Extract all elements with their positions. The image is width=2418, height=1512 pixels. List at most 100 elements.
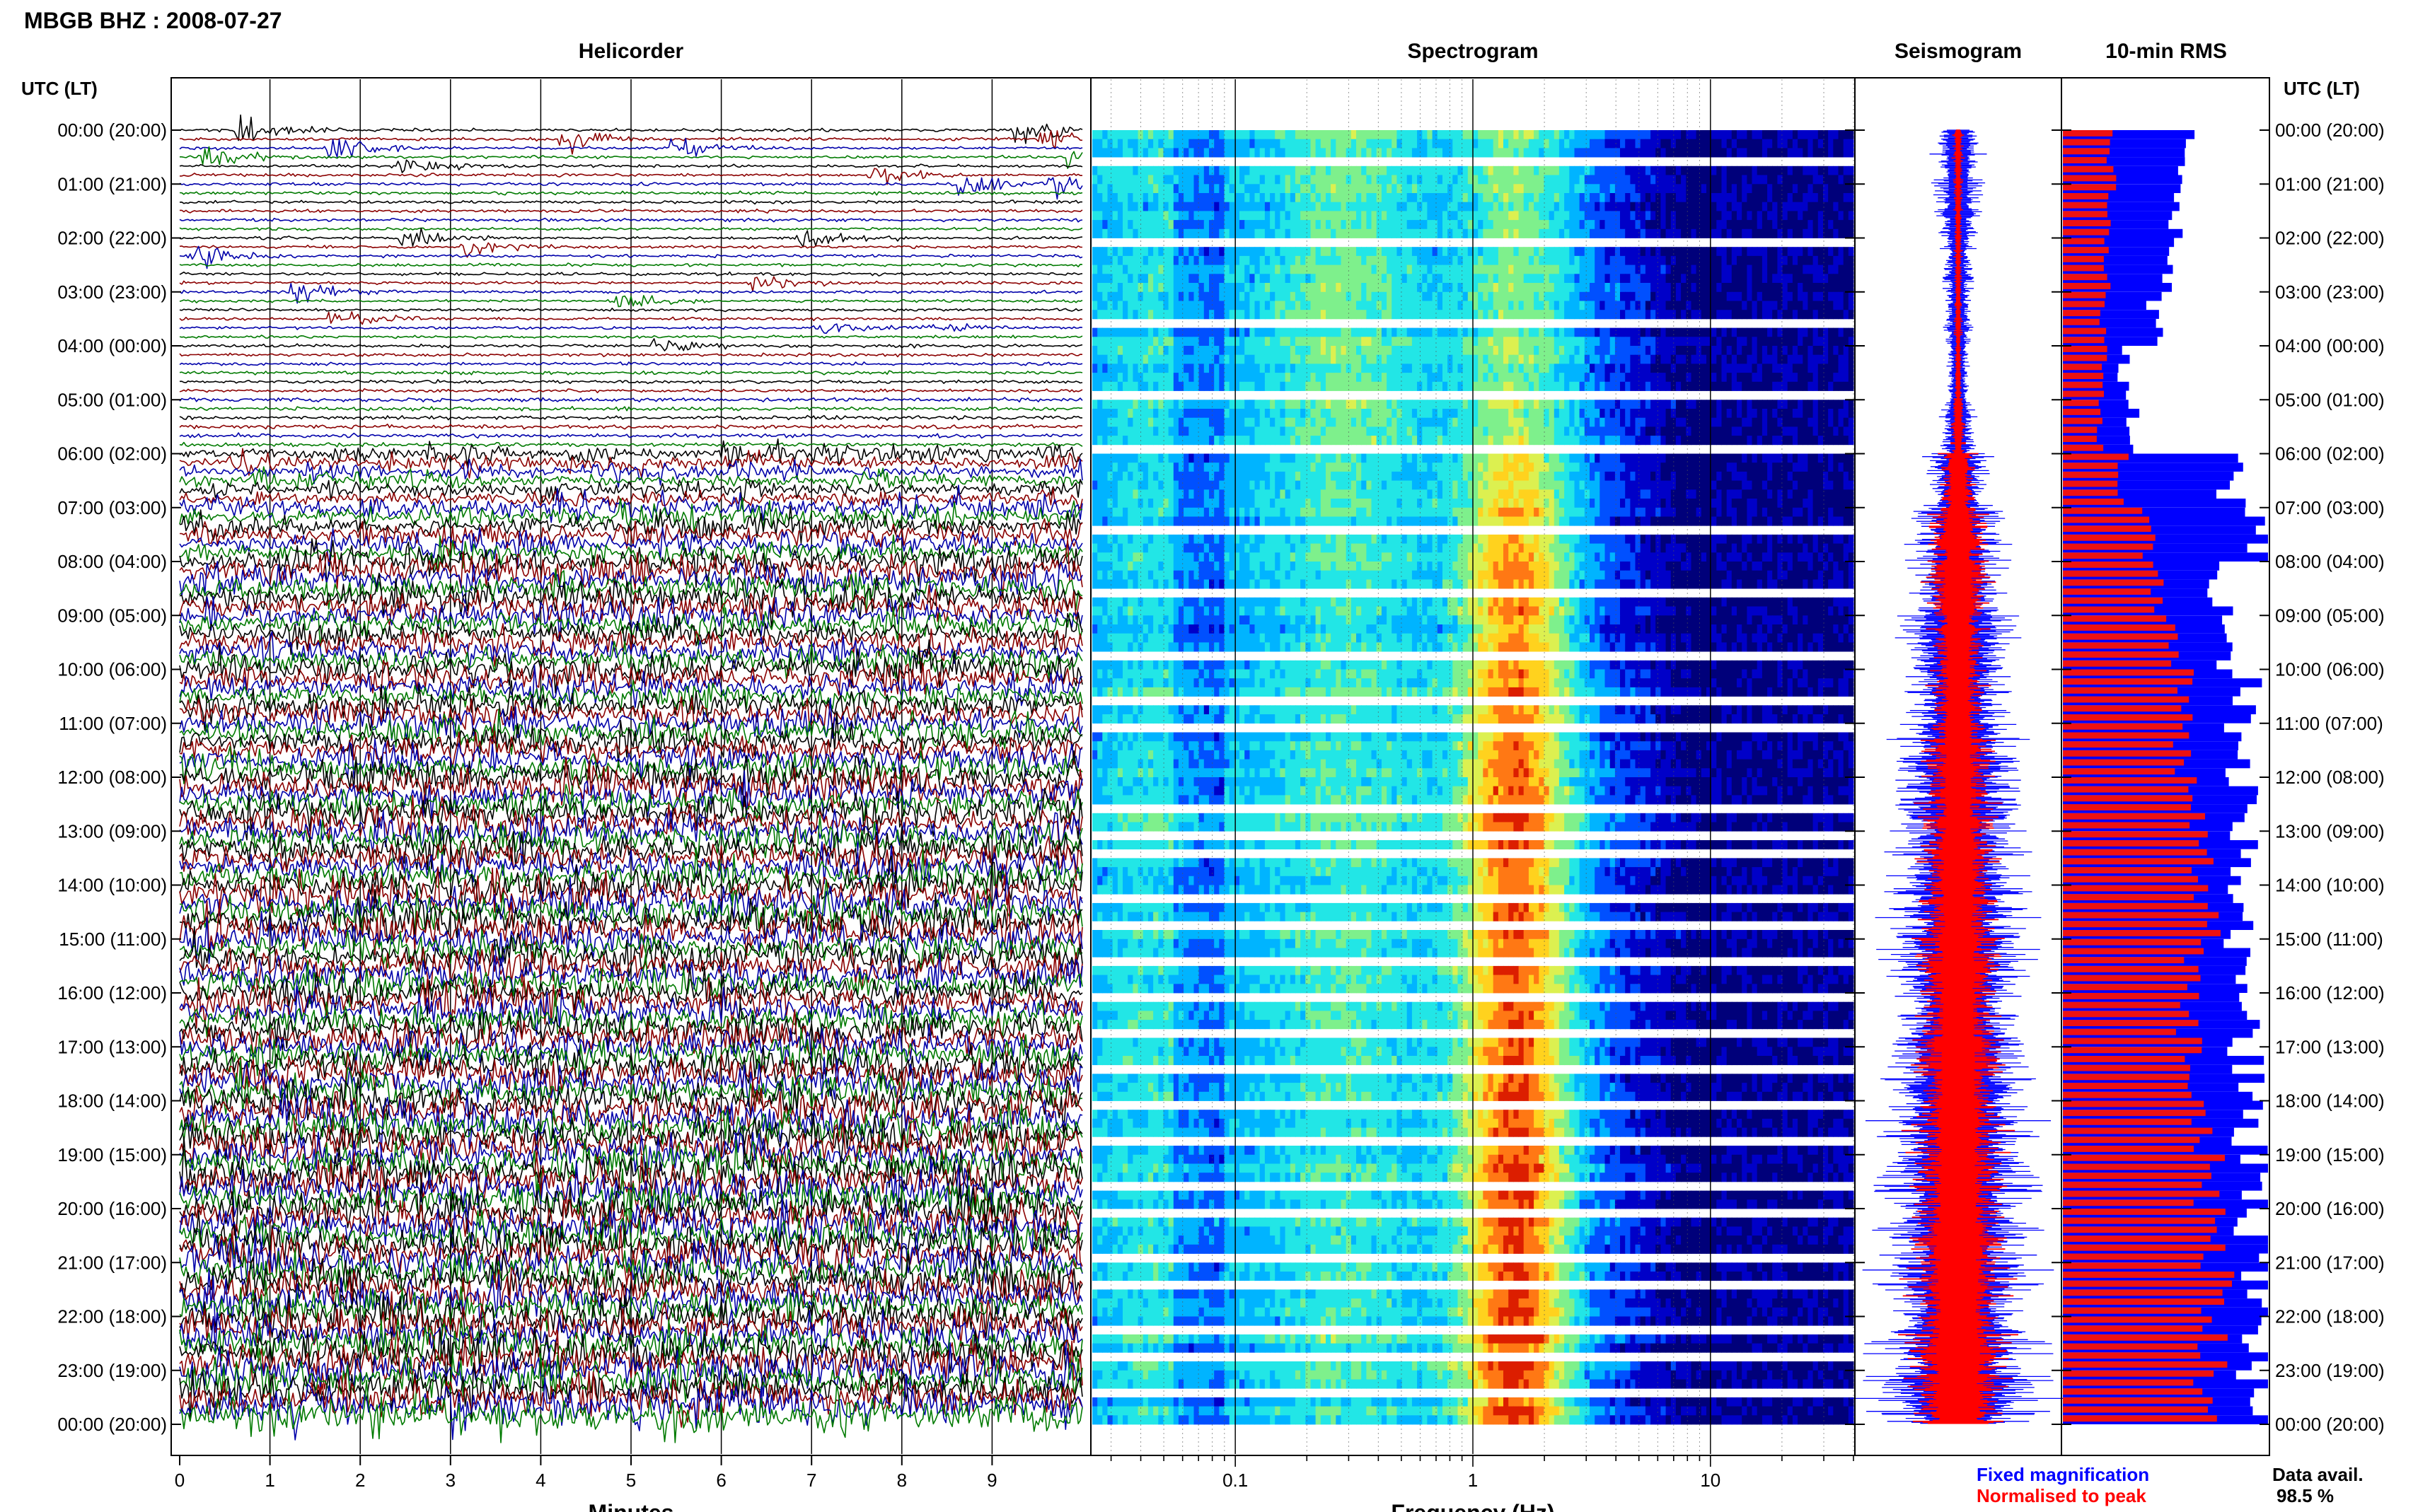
helicorder-trace xyxy=(179,1211,1083,1272)
spectrogram-cell xyxy=(1320,193,1326,203)
spectrogram-cell xyxy=(1259,130,1266,140)
spectrogram-cell xyxy=(1193,211,1200,221)
spectrogram-cell xyxy=(1823,354,1829,364)
spectrogram-cell xyxy=(1604,436,1611,446)
spectrogram-cell xyxy=(1320,255,1326,265)
spectrogram-cell xyxy=(1092,327,1098,337)
spectrogram-cell xyxy=(1315,220,1321,230)
spectrogram-cell xyxy=(1401,373,1408,383)
spectrogram-cell xyxy=(1184,228,1189,238)
spectrogram-cell xyxy=(1828,400,1834,409)
spectrogram-cell xyxy=(1513,310,1520,320)
spectrogram-cell xyxy=(1478,354,1483,364)
spectrogram-cell xyxy=(1356,417,1362,427)
spectrogram-cell xyxy=(1767,381,1773,391)
spectrogram-cell xyxy=(1198,184,1205,194)
spectrogram-cell xyxy=(1767,165,1773,175)
spectrogram-cell xyxy=(1757,193,1763,203)
spectrogram-cell xyxy=(1574,211,1580,221)
spectrogram-cell xyxy=(1635,274,1641,284)
spectrogram-cell xyxy=(1807,184,1814,194)
spectrogram-cell xyxy=(1264,373,1271,383)
spectrogram-cell xyxy=(1574,184,1580,194)
spectrogram-cell xyxy=(1285,193,1291,203)
spectrogram-cell xyxy=(1473,426,1479,436)
spectrogram-cell xyxy=(1569,130,1575,140)
spectrogram-cell xyxy=(1554,291,1560,301)
spectrogram-cell xyxy=(1249,463,1256,472)
spectrogram-cell xyxy=(1224,130,1230,140)
spectrogram-cell xyxy=(1721,130,1728,140)
spectrogram-cell xyxy=(1640,291,1646,301)
spectrogram-cell xyxy=(1792,327,1798,337)
spectrogram-cell xyxy=(1635,193,1641,203)
spectrogram-cell xyxy=(1128,175,1133,185)
spectrogram-cell xyxy=(1503,148,1509,158)
spectrogram-cell xyxy=(1579,301,1585,310)
spectrogram-cell xyxy=(1442,346,1448,356)
spectrogram-cell xyxy=(1528,139,1534,149)
spectrogram-cell xyxy=(1528,364,1534,373)
spectrogram-cell xyxy=(1336,202,1342,211)
spectrogram-cell xyxy=(1092,417,1098,427)
spectrogram-cell xyxy=(1376,310,1382,320)
spectrogram-cell xyxy=(1254,255,1261,265)
spectrogram-cell xyxy=(1493,453,1499,463)
spectrogram-cell xyxy=(1259,148,1266,158)
spectrogram-cell xyxy=(1285,426,1291,436)
spectrogram-cell xyxy=(1513,417,1520,427)
spectrogram-cell xyxy=(1731,409,1737,419)
spectrogram-cell xyxy=(1457,453,1464,463)
spectrogram-cell xyxy=(1295,211,1301,221)
spectrogram-cell xyxy=(1112,291,1118,301)
spectrogram-cell xyxy=(1371,255,1377,265)
spectrogram-cell xyxy=(1665,346,1672,356)
spectrogram-cell xyxy=(1153,463,1159,472)
spectrogram-cell xyxy=(1609,211,1616,221)
spectrogram-cell xyxy=(1326,337,1331,347)
spectrogram-cell xyxy=(1168,354,1174,364)
spectrogram-cell xyxy=(1777,453,1783,463)
spectrogram-cell xyxy=(1346,274,1352,284)
spectrogram-cell xyxy=(1569,409,1575,419)
spectrogram-cell xyxy=(1807,139,1814,149)
spectrogram-cell xyxy=(1817,337,1824,347)
spectrogram-cell xyxy=(1133,148,1139,158)
spectrogram-cell xyxy=(1193,463,1200,472)
spectrogram-cell xyxy=(1128,364,1133,373)
spectrogram-cell xyxy=(1686,417,1692,427)
spectrogram-cell xyxy=(1387,175,1392,185)
spectrogram-cell xyxy=(1554,283,1560,293)
spectrogram-cell xyxy=(1112,453,1118,463)
spectrogram-cell xyxy=(1823,193,1829,203)
spectrogram-cell xyxy=(1726,400,1732,409)
spectrogram-cell xyxy=(1184,264,1189,274)
spectrogram-cell xyxy=(1361,184,1367,194)
spectrogram-cell xyxy=(1848,426,1854,436)
spectrogram-cell xyxy=(1249,310,1256,320)
spectrogram-cell xyxy=(1401,264,1408,274)
spectrogram-cell xyxy=(1670,193,1677,203)
spectrogram-cell xyxy=(1107,327,1113,337)
spectrogram-cell xyxy=(1173,255,1179,265)
spectrogram-cell xyxy=(1381,400,1387,409)
spectrogram-cell xyxy=(1366,255,1372,265)
spectrogram-cell xyxy=(1579,193,1585,203)
spectrogram-cell xyxy=(1807,327,1814,337)
spectrogram-cell xyxy=(1812,291,1819,301)
spectrogram-cell xyxy=(1807,148,1814,158)
spectrogram-cell xyxy=(1503,264,1509,274)
spectrogram-cell xyxy=(1579,148,1585,158)
spectrogram-cell xyxy=(1280,291,1286,301)
spectrogram-cell xyxy=(1387,130,1392,140)
spectrogram-cell xyxy=(1447,426,1453,436)
spectrogram-cell xyxy=(1604,381,1611,391)
spectrogram-cell xyxy=(1803,310,1809,320)
spectrogram-cell xyxy=(1670,165,1677,175)
spectrogram-cell xyxy=(1422,354,1428,364)
helicorder-trace xyxy=(179,159,1083,173)
spectrogram-cell xyxy=(1600,310,1606,320)
spectrogram-cell xyxy=(1452,301,1459,310)
spectrogram-cell xyxy=(1234,202,1240,211)
spectrogram-cell xyxy=(1361,426,1367,436)
